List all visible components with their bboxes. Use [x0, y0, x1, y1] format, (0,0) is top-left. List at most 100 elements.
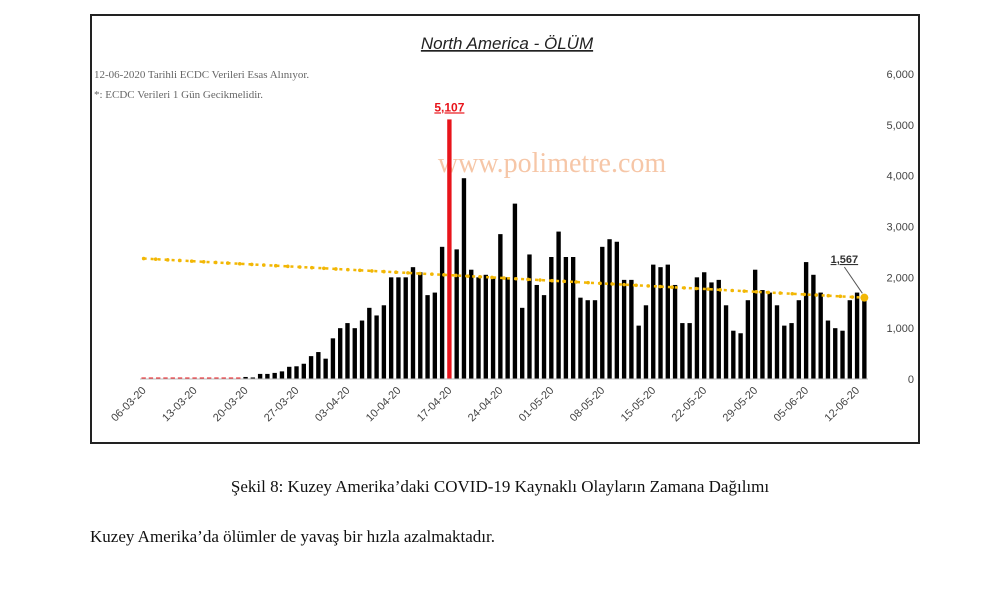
bar — [789, 323, 794, 379]
y-tick-label: 4,000 — [886, 171, 914, 183]
bar — [265, 373, 270, 379]
bar — [534, 284, 539, 379]
trend-dot — [646, 284, 650, 288]
trend-dot — [297, 265, 302, 269]
bar — [483, 274, 488, 379]
bar — [257, 373, 263, 379]
trend-dot — [538, 278, 542, 282]
trend-dot — [310, 265, 314, 270]
bar — [308, 356, 314, 379]
trend-dot — [730, 288, 735, 293]
bar — [287, 366, 292, 379]
trend-dot — [706, 287, 711, 291]
bar — [148, 377, 154, 379]
bar — [607, 239, 612, 379]
bar — [199, 377, 205, 379]
last-value-pointer — [843, 266, 863, 294]
bar — [141, 377, 146, 379]
trend-dot — [622, 282, 626, 287]
bar — [425, 295, 430, 379]
bar — [374, 315, 379, 379]
bar — [716, 279, 721, 379]
bar — [585, 300, 590, 379]
x-tick-label: 01-05-20 — [517, 385, 557, 425]
trend-dot — [285, 264, 290, 269]
bar — [156, 377, 161, 379]
bar — [214, 377, 219, 379]
trend-dot — [766, 290, 771, 295]
trend-dot — [394, 270, 398, 275]
bar — [774, 305, 780, 379]
bar — [600, 246, 605, 379]
bar — [614, 241, 620, 379]
bar — [206, 377, 212, 379]
bar — [367, 307, 372, 379]
bar — [294, 366, 299, 379]
figure-caption: Şekil 8: Kuzey Amerika’daki COVID-19 Kay… — [230, 477, 770, 496]
bar — [316, 352, 321, 379]
bar — [636, 325, 641, 379]
trend-dot — [490, 275, 494, 280]
bar — [338, 328, 343, 379]
trend-dot — [526, 277, 530, 282]
trend-dot — [201, 259, 206, 264]
y-tick-label: 2,000 — [886, 272, 914, 284]
bar — [570, 257, 576, 379]
bar — [469, 269, 474, 379]
x-tick-label: 06-03-20 — [109, 385, 149, 425]
chart-title: North America - ÖLÜM — [421, 34, 594, 53]
trend-dot — [466, 274, 470, 278]
bar — [658, 267, 663, 379]
bar — [563, 257, 569, 379]
trend-dot — [574, 280, 578, 284]
bar — [250, 377, 256, 379]
trend-dot — [346, 267, 350, 272]
trend-dot — [694, 286, 698, 291]
trend-dot — [718, 288, 723, 292]
watermark: www.polimetre.com — [438, 148, 667, 179]
bar — [731, 330, 736, 379]
x-tick-label: 08-05-20 — [568, 385, 608, 425]
bar — [272, 372, 277, 379]
bar — [163, 377, 168, 379]
trend-dot — [802, 292, 807, 297]
bar — [403, 277, 408, 379]
y-tick-label: 6,000 — [886, 69, 914, 81]
trend-dot — [778, 291, 783, 295]
trend-dot — [790, 291, 795, 296]
bar — [476, 277, 481, 379]
x-tick-label: 27-03-20 — [262, 385, 302, 425]
bar — [381, 305, 387, 379]
bar — [687, 323, 692, 379]
bar — [621, 279, 627, 379]
deaths-bar-chart: North America - ÖLÜM 12-06-2020 Tarihli … — [94, 34, 914, 425]
bar — [192, 377, 197, 379]
x-tick-label: 24-04-20 — [466, 385, 506, 425]
bar — [672, 284, 678, 379]
bar — [651, 264, 656, 379]
bar — [279, 371, 285, 379]
bar — [396, 277, 401, 379]
bar — [811, 274, 816, 379]
bar — [767, 292, 772, 379]
last-value-label: 1,567 — [831, 254, 859, 266]
bar — [556, 231, 561, 379]
bar — [439, 246, 445, 379]
trend-dot — [406, 271, 410, 275]
bar — [629, 279, 634, 379]
trend-dot — [586, 280, 590, 285]
bar — [490, 277, 496, 379]
trend-dot — [850, 295, 855, 299]
trend-dot — [322, 266, 326, 271]
bar — [454, 249, 459, 379]
y-tick-label: 0 — [908, 374, 914, 386]
trend-dot — [273, 263, 278, 268]
trend-dot — [682, 286, 686, 290]
trend-dot — [213, 260, 218, 265]
bar — [723, 305, 729, 379]
bar — [410, 267, 416, 379]
trend-dot — [814, 293, 819, 297]
trend-dot — [550, 278, 554, 283]
x-tick-label: 22-05-20 — [670, 385, 710, 425]
trend-dot — [177, 258, 182, 263]
